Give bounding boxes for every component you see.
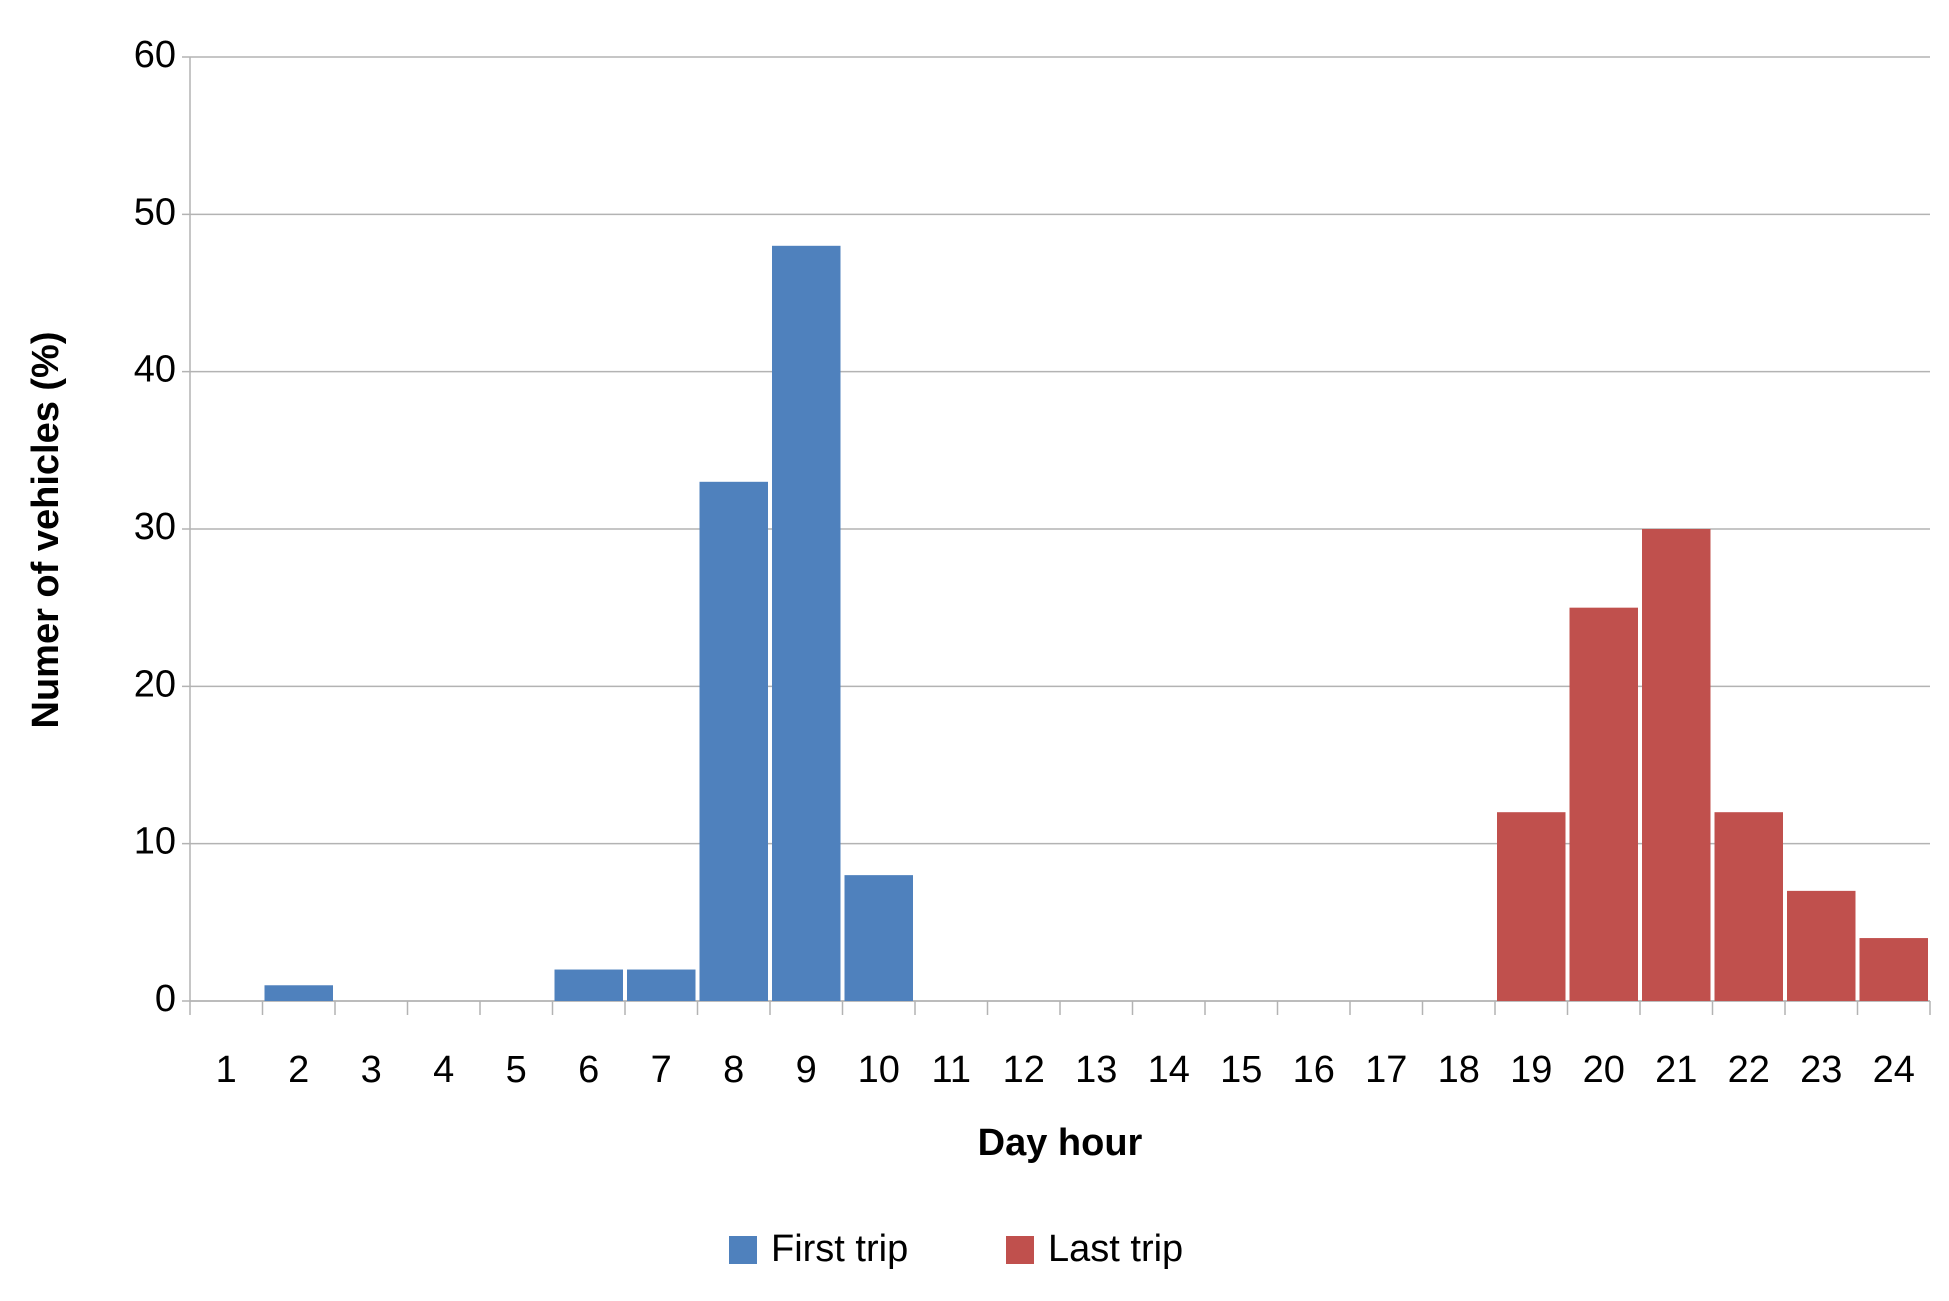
bar bbox=[772, 245, 841, 1002]
y-tick-label: 60 bbox=[134, 34, 176, 76]
x-tick-label: 21 bbox=[1655, 1049, 1697, 1091]
y-tick-label: 30 bbox=[134, 506, 176, 548]
bar bbox=[1642, 529, 1711, 1001]
x-tick-label: 7 bbox=[651, 1049, 672, 1091]
bar bbox=[1497, 812, 1566, 1001]
y-tick-label: 20 bbox=[134, 663, 176, 705]
x-tick-label: 12 bbox=[1003, 1049, 1045, 1091]
x-tick-label: 15 bbox=[1220, 1049, 1262, 1091]
x-tick-label: 10 bbox=[858, 1049, 900, 1091]
x-tick-label: 2 bbox=[288, 1049, 309, 1091]
bar bbox=[1859, 938, 1928, 1001]
x-tick-label: 6 bbox=[578, 1049, 599, 1091]
x-axis-title: Day hour bbox=[978, 1122, 1143, 1164]
x-tick-label: 13 bbox=[1075, 1049, 1117, 1091]
bar bbox=[554, 969, 623, 1001]
x-tick-label: 18 bbox=[1438, 1049, 1480, 1091]
x-tick-label: 3 bbox=[361, 1049, 382, 1091]
legend-label: First trip bbox=[771, 1228, 908, 1270]
x-tick-label: 23 bbox=[1800, 1049, 1842, 1091]
x-tick-label: 4 bbox=[433, 1049, 454, 1091]
bar bbox=[627, 969, 696, 1001]
x-tick-label: 9 bbox=[796, 1049, 817, 1091]
y-tick-label: 40 bbox=[134, 349, 176, 391]
x-tick-label: 11 bbox=[932, 1049, 971, 1091]
legend-swatch bbox=[1006, 1236, 1034, 1264]
x-tick-label: 17 bbox=[1365, 1049, 1407, 1091]
bar bbox=[1787, 890, 1856, 1001]
bar bbox=[1714, 812, 1783, 1001]
y-tick-label: 0 bbox=[155, 978, 176, 1020]
x-tick-label: 14 bbox=[1148, 1049, 1190, 1091]
x-tick-label: 5 bbox=[506, 1049, 527, 1091]
x-tick-label: 20 bbox=[1583, 1049, 1625, 1091]
legend-swatch bbox=[729, 1236, 757, 1264]
bar bbox=[1569, 607, 1638, 1001]
x-tick-label: 8 bbox=[723, 1049, 744, 1091]
x-tick-label: 16 bbox=[1293, 1049, 1335, 1091]
x-tick-label: 22 bbox=[1728, 1049, 1770, 1091]
bar bbox=[699, 481, 768, 1001]
y-axis-title: Numer of vehicles (%) bbox=[25, 332, 67, 729]
x-tick-label: 1 bbox=[216, 1049, 237, 1091]
bar bbox=[264, 985, 333, 1001]
y-tick-label: 10 bbox=[134, 821, 176, 863]
bar bbox=[844, 875, 913, 1001]
x-tick-label: 19 bbox=[1510, 1049, 1552, 1091]
y-tick-label: 50 bbox=[134, 191, 176, 233]
legend-label: Last trip bbox=[1048, 1228, 1183, 1270]
x-tick-label: 24 bbox=[1873, 1049, 1915, 1091]
